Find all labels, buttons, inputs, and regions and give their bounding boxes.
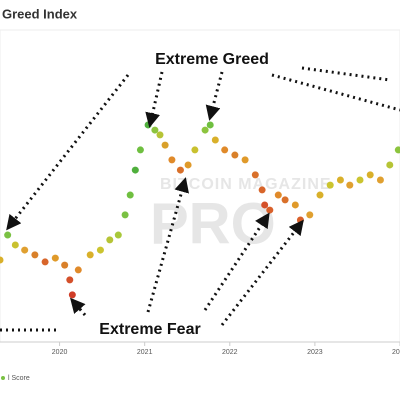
data-point	[266, 206, 274, 214]
data-point	[291, 201, 299, 209]
data-point	[121, 211, 129, 219]
data-point	[261, 201, 269, 209]
data-point	[11, 241, 19, 249]
data-point	[0, 256, 4, 264]
legend-label: l Score	[8, 375, 30, 382]
data-point	[184, 161, 192, 169]
annotation-arrows	[0, 66, 400, 332]
data-point	[131, 166, 139, 174]
data-point	[156, 131, 164, 139]
data-point	[21, 246, 29, 254]
annotation: Extreme Fear	[99, 321, 200, 338]
data-point	[74, 266, 82, 274]
data-point	[296, 216, 304, 224]
data-point	[51, 254, 59, 262]
data-point	[306, 211, 314, 219]
x-tick-label: 20	[392, 349, 400, 356]
data-point	[281, 196, 289, 204]
data-point	[41, 258, 49, 266]
legend-swatch	[1, 376, 5, 380]
data-point	[61, 261, 69, 269]
data-point	[191, 146, 199, 154]
data-point	[136, 146, 144, 154]
data-point	[274, 191, 282, 199]
data-point	[151, 126, 159, 134]
x-tick-label: 2022	[222, 349, 238, 356]
data-point	[251, 171, 259, 179]
data-point	[68, 291, 76, 299]
data-point	[176, 166, 184, 174]
watermark: PRO	[150, 191, 276, 256]
data-point	[168, 156, 176, 164]
x-tick-label: 2023	[307, 349, 323, 356]
data-point	[316, 191, 324, 199]
data-point	[376, 176, 384, 184]
data-point	[346, 181, 354, 189]
data-point	[386, 161, 394, 169]
data-point	[231, 151, 239, 159]
data-point	[221, 146, 229, 154]
data-point	[258, 186, 266, 194]
data-point	[211, 136, 219, 144]
data-point	[96, 246, 104, 254]
data-point	[366, 171, 374, 179]
data-point	[106, 236, 114, 244]
watermark: BITCOIN MAGAZINE	[160, 176, 332, 193]
data-point	[66, 276, 74, 284]
data-point	[326, 181, 334, 189]
data-point	[241, 156, 249, 164]
data-point	[86, 251, 94, 259]
data-point	[4, 231, 12, 239]
data-point	[394, 146, 400, 154]
data-point	[356, 176, 364, 184]
data-point	[201, 126, 209, 134]
data-point	[206, 121, 214, 129]
chart-title: Greed Index	[2, 6, 78, 21]
x-tick-label: 2021	[137, 349, 153, 356]
data-point	[114, 231, 122, 239]
annotation: Extreme Greed	[155, 51, 269, 68]
x-tick-label: 2020	[52, 349, 68, 356]
data-point	[161, 141, 169, 149]
data-point	[336, 176, 344, 184]
data-point	[126, 191, 134, 199]
data-point	[31, 251, 39, 259]
